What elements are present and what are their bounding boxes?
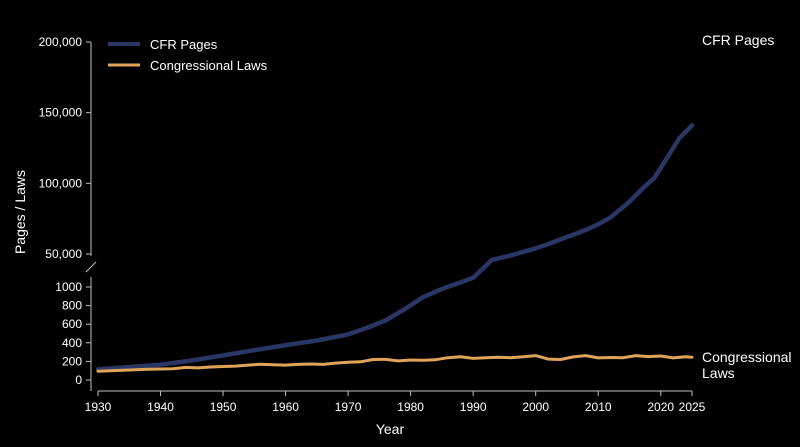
end-label-cfr-pages: CFR Pages	[702, 32, 774, 48]
labels: 1930 1940 1950 1960 1970 1980 1990 2000 2010 2020…	[39, 35, 706, 414]
axes	[85, 41, 693, 396]
y-tick-label: 1000	[55, 280, 82, 294]
legend-label-congressional-laws: Congressional Laws	[150, 58, 268, 73]
x-tick-label: 2020	[647, 400, 674, 414]
x-tick-label: 2000	[522, 400, 549, 414]
series-line-cfr-pages	[95, 123, 695, 372]
y-tick-label: 100,000	[39, 176, 83, 190]
y-tick-label: 0	[75, 373, 82, 387]
x-tick-label: 2025	[679, 400, 706, 414]
end-label-congressional-laws-line-1: Congressional	[702, 349, 792, 365]
x-tick-label: 1930	[85, 400, 112, 414]
legend: CFR Pages Congressional Laws	[108, 37, 268, 73]
y-axis-title: Pages / Laws	[12, 170, 28, 254]
x-tick-label: 2010	[585, 400, 612, 414]
series-layer	[95, 123, 695, 373]
series-line-congressional-laws	[96, 354, 694, 373]
y-tick-label: 400	[62, 336, 82, 350]
end-label-congressional-laws-line-2: Laws	[702, 365, 735, 381]
x-tick-label: 1990	[460, 400, 487, 414]
axis-break-mark	[85, 261, 97, 273]
y-tick-label: 200,000	[39, 35, 83, 49]
y-tick-label: 150,000	[39, 106, 83, 120]
x-tick-label: 1980	[397, 400, 424, 414]
end-label-congressional-laws: Congressional Laws	[702, 349, 795, 381]
y-tick-label: 600	[62, 317, 82, 331]
x-tick-label: 1970	[335, 400, 362, 414]
y-tick-label: 50,000	[45, 247, 82, 261]
x-tick-label: 1950	[210, 400, 237, 414]
y-tick-label: 200	[62, 354, 82, 368]
x-axis-title: Year	[376, 421, 405, 437]
x-tick-label: 1960	[272, 400, 299, 414]
x-tick-label: 1940	[147, 400, 174, 414]
legend-label-cfr-pages: CFR Pages	[150, 37, 218, 52]
y-tick-label: 800	[62, 299, 82, 313]
